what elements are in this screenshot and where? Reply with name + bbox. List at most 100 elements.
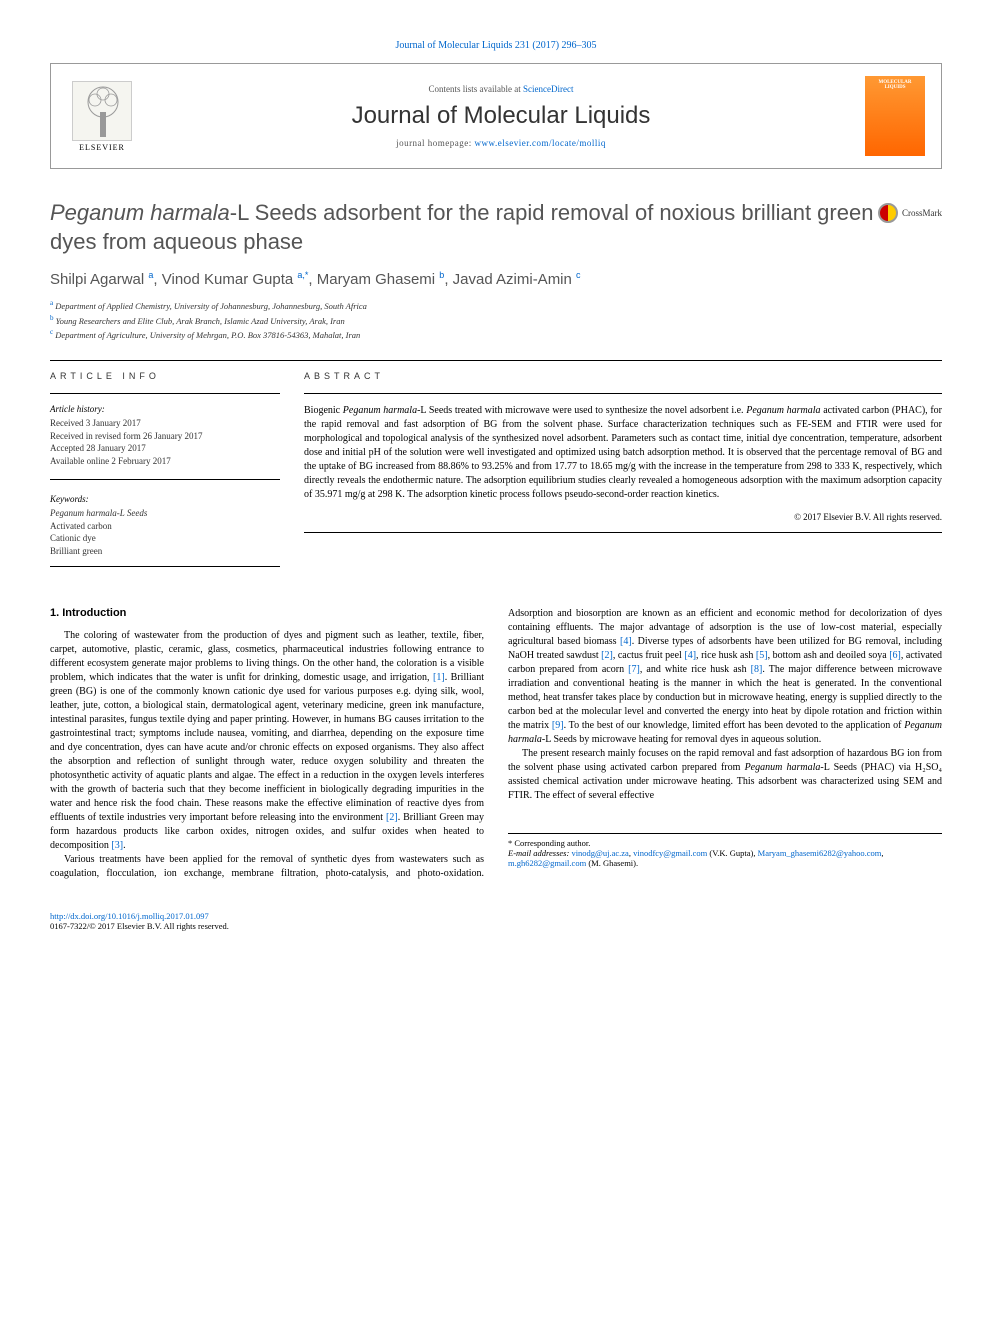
kw1-text: Peganum harmala-L Seeds [50,508,147,518]
article-info: ARTICLE INFO Article history: Received 3… [50,371,280,577]
p2-j: -L Seeds by microwave heating for remova… [542,734,821,745]
sciencedirect-link[interactable]: ScienceDirect [523,84,573,94]
history-received: Received 3 January 2017 [50,417,280,430]
corresponding-emails: E-mail addresses: vinodg@uj.ac.za, vinod… [508,848,942,868]
keyword-1: Peganum harmala-L Seeds [50,507,280,520]
p2-e: , bottom ash and deoiled soya [768,650,890,661]
abs-em2: Peganum harmala [746,405,820,416]
abs-t3: activated carbon (PHAC), for the rapid r… [304,405,942,500]
authors-line: Shilpi Agarwal a, Vinod Kumar Gupta a,*,… [50,270,942,288]
ref-4b[interactable]: [4] [684,650,696,661]
history-label: Article history: [50,404,280,414]
email-2[interactable]: vinodfcy@gmail.com [633,848,707,858]
title-italic: Peganum harmala [50,200,230,225]
contents-line: Contents lists available at ScienceDirec… [137,84,865,94]
crossmark-icon [878,203,898,223]
p1-d: . [123,840,126,851]
contents-prefix: Contents lists available at [429,84,523,94]
divider [50,393,280,394]
header-box: ELSEVIER Contents lists available at Sci… [50,63,942,169]
author-3: Maryam Ghasemi [317,271,435,288]
journal-cover-icon: MOLECULAR LIQUIDS [865,76,925,156]
author-4-sup: c [576,270,581,280]
copyright: © 2017 Elsevier B.V. All rights reserved… [304,512,942,522]
ref-9[interactable]: [9] [552,720,564,731]
name-2: (M. Ghasemi). [588,858,638,868]
affiliation-b: b Young Researchers and Elite Club, Arak… [50,313,942,328]
p2-i: . To the best of our knowledge, limited … [564,720,905,731]
author-1-sup: a [148,270,153,280]
history-revised: Received in revised form 26 January 2017 [50,430,280,443]
ref-2[interactable]: [2] [386,812,398,823]
divider [304,532,942,533]
abstract: ABSTRACT Biogenic Peganum harmala-L Seed… [304,371,942,577]
corresponding-footnote: * Corresponding author. E-mail addresses… [508,833,942,868]
journal-name: Journal of Molecular Liquids [137,102,865,130]
homepage-link[interactable]: www.elsevier.com/locate/molliq [475,138,606,148]
homepage-line: journal homepage: www.elsevier.com/locat… [137,138,865,148]
corresponding-star: * Corresponding author. [508,838,942,848]
ref-5[interactable]: [5] [756,650,768,661]
abs-em1: Peganum harmala [343,405,417,416]
abstract-text: Biogenic Peganum harmala-L Seeds treated… [304,404,942,502]
crossmark-badge[interactable]: CrossMark [878,203,942,223]
p2-c: , cactus fruit peel [613,650,685,661]
keyword-2: Activated carbon [50,520,280,533]
ref-1[interactable]: [1] [433,672,445,683]
keyword-3: Cationic dye [50,532,280,545]
ref-8[interactable]: [8] [751,664,763,675]
elsevier-logo: ELSEVIER [67,76,137,156]
issn-copyright: 0167-7322/© 2017 Elsevier B.V. All right… [50,921,942,931]
header-citation[interactable]: Journal of Molecular Liquids 231 (2017) … [50,40,942,51]
abs-t1: Biogenic [304,405,343,416]
divider [50,360,942,361]
keywords-label: Keywords: [50,494,280,504]
intro-heading: 1. Introduction [50,607,484,619]
history-accepted: Accepted 28 January 2017 [50,442,280,455]
ref-6[interactable]: [6] [889,650,901,661]
author-2-sup: a,* [297,270,308,280]
email-3[interactable]: Maryam_ghasemi6282@yahoo.com [758,848,882,858]
aff-b-text: Young Researchers and Elite Club, Arak B… [56,316,345,326]
p3-em: Peganum harmala [745,762,821,773]
header-center: Contents lists available at ScienceDirec… [137,84,865,148]
author-1: Shilpi Agarwal [50,271,144,288]
ref-4[interactable]: [4] [620,636,632,647]
aff-a-text: Department of Applied Chemistry, Univers… [55,301,367,311]
intro-p1: The coloring of wastewater from the prod… [50,629,484,853]
ref-7[interactable]: [7] [628,664,640,675]
p1-a: The coloring of wastewater from the prod… [50,630,484,683]
elsevier-tree-icon [72,81,132,141]
article-title: Peganum harmala-L Seeds adsorbent for th… [50,199,942,256]
footer: http://dx.doi.org/10.1016/j.molliq.2017.… [50,911,942,931]
aff-c-text: Department of Agriculture, University of… [55,330,360,340]
history-online: Available online 2 February 2017 [50,455,280,468]
keyword-4: Brilliant green [50,545,280,558]
crossmark-label: CrossMark [902,208,942,218]
author-3-sup: b [439,270,444,280]
body-columns: 1. Introduction The coloring of wastewat… [50,607,942,881]
divider [50,566,280,567]
name-1: (V.K. Gupta), [709,848,755,858]
ref-3[interactable]: [3] [111,840,123,851]
doi-link[interactable]: http://dx.doi.org/10.1016/j.molliq.2017.… [50,911,209,921]
author-4: Javad Azimi-Amin [453,271,572,288]
divider [304,393,942,394]
divider [50,479,280,480]
info-abstract-row: ARTICLE INFO Article history: Received 3… [50,371,942,577]
p1-b: . Brilliant green (BG) is one of the com… [50,672,484,823]
affiliation-a: a Department of Applied Chemistry, Unive… [50,298,942,313]
affiliations: a Department of Applied Chemistry, Unive… [50,298,942,342]
abstract-label: ABSTRACT [304,371,942,381]
affiliation-c: c Department of Agriculture, University … [50,327,942,342]
email-1[interactable]: vinodg@uj.ac.za [571,848,628,858]
ref-2b[interactable]: [2] [601,650,613,661]
homepage-prefix: journal homepage: [396,138,474,148]
p2-g: , and white rice husk ash [640,664,751,675]
abs-t2: -L Seeds treated with microwave were use… [417,405,746,416]
p2-d: , rice husk ash [696,650,756,661]
email-label: E-mail addresses: [508,848,569,858]
intro-p3: The present research mainly focuses on t… [508,747,942,803]
article-info-label: ARTICLE INFO [50,371,280,381]
email-4[interactable]: m.gh6282@gmail.com [508,858,586,868]
